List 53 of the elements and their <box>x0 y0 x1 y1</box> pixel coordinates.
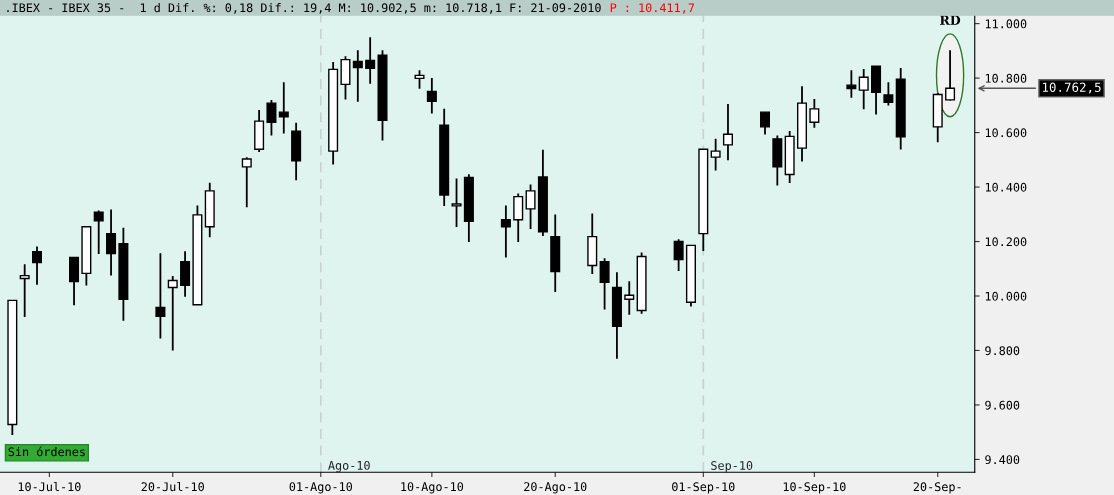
candlestick <box>525 183 536 230</box>
candlestick <box>846 69 857 99</box>
y-tick-label: 10.200 <box>985 237 1027 247</box>
candlestick <box>673 238 684 272</box>
candlestick <box>155 252 166 340</box>
candlestick <box>809 98 820 129</box>
candlestick <box>266 98 277 137</box>
text: 10.762,5 <box>1042 82 1101 94</box>
x-tick-label: 10-Sep-10 <box>783 482 846 494</box>
candlestick <box>945 49 956 102</box>
candlestick <box>759 111 771 136</box>
candlestick <box>414 69 425 90</box>
x-tick-label: 20-Ago-10 <box>524 482 587 494</box>
y-tick-label: 9.600 <box>985 400 1020 410</box>
y-tick-label: 10.400 <box>985 182 1027 192</box>
candlestick <box>858 68 869 111</box>
ref-line-label: Sep-10 <box>711 461 753 473</box>
candlestick <box>883 81 894 107</box>
candlestick <box>365 36 376 85</box>
candlestick <box>19 263 30 318</box>
x-tick-label: 01-Sep-10 <box>672 482 735 494</box>
chart-title: .IBEX - IBEX 35 - 1 d Dif. %: 0,18 Dif.: 19,4 M: 10.902,5 m: 10.718,1 F: 21-09-2010 <box>7 3 601 14</box>
annotation: Sin órdenes <box>8 446 85 457</box>
candlestick <box>599 257 610 311</box>
x-tick-label: 20-Sep- <box>913 482 961 494</box>
y-tick-label: 10.600 <box>985 128 1027 138</box>
x-tick-label: 10-Jul-10 <box>18 481 81 492</box>
candlestick <box>722 103 733 162</box>
candlestick <box>93 209 104 255</box>
candlestick <box>426 77 437 115</box>
y-tick-label: 11.000 <box>985 19 1027 29</box>
candlestick <box>167 275 178 352</box>
x-tick-label: 01-Ago-10 <box>289 482 353 494</box>
y-tick-label: 9.400 <box>985 455 1020 465</box>
candlestick <box>241 156 252 209</box>
candlestick <box>451 177 462 228</box>
annotation: RD <box>940 15 961 25</box>
chart-subtitle: P : 10.411,7 <box>610 3 695 14</box>
y-tick-label: 10.000 <box>985 291 1027 301</box>
candlestick <box>513 192 524 243</box>
candlestick <box>278 81 289 135</box>
candlestick <box>500 204 511 259</box>
x-tick-label: 20-Jul-10 <box>141 481 204 492</box>
y-tick-label: 9.800 <box>985 346 1020 356</box>
candlestick <box>180 250 191 298</box>
ref-line-label: Ago-10 <box>328 460 370 473</box>
candlestick <box>624 280 635 316</box>
candlestick <box>710 137 721 172</box>
x-tick-label: 10-Ago-10 <box>401 482 464 494</box>
candlestick <box>32 245 43 286</box>
candlestick <box>352 49 363 103</box>
candlestick <box>106 208 117 277</box>
y-tick-label: 10.800 <box>985 73 1027 83</box>
